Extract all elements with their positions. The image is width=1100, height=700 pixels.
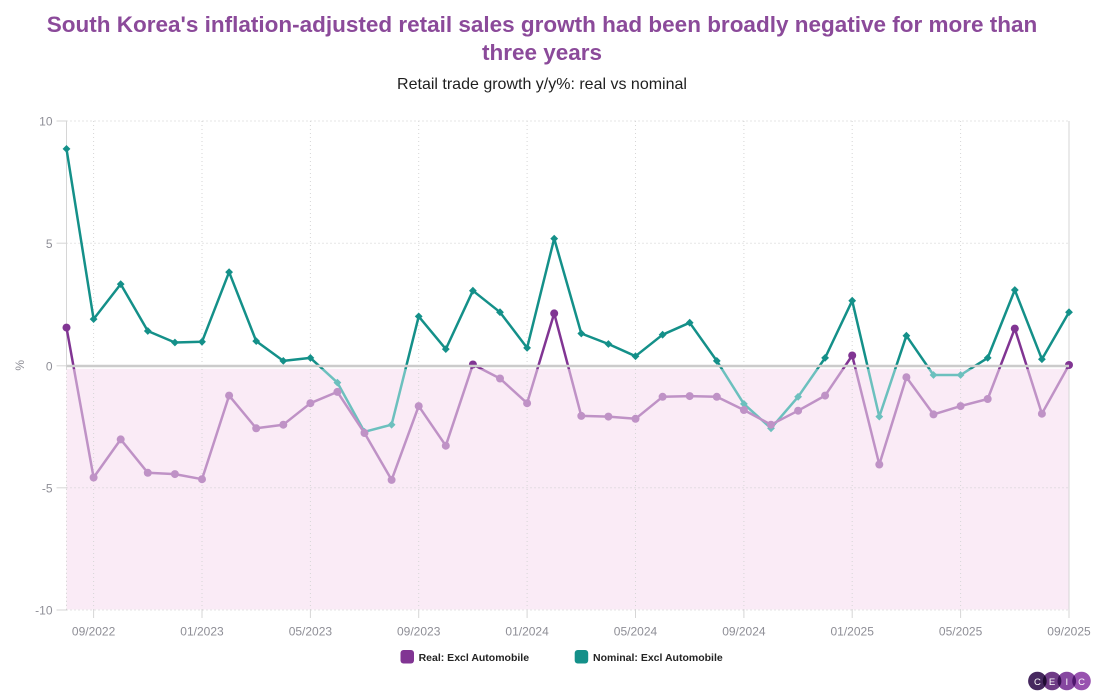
svg-text:09/2024: 09/2024	[722, 625, 766, 639]
svg-text:Nominal: Excl Automobile: Nominal: Excl Automobile	[593, 652, 723, 664]
svg-text:01/2024: 01/2024	[505, 625, 549, 639]
svg-text:01/2023: 01/2023	[180, 625, 224, 639]
svg-text:09/2022: 09/2022	[72, 625, 116, 639]
svg-text:C: C	[1034, 677, 1041, 688]
svg-text:01/2025: 01/2025	[831, 625, 875, 639]
svg-text:5: 5	[46, 237, 53, 251]
svg-text:E: E	[1049, 677, 1055, 688]
svg-text:-5: -5	[42, 481, 53, 495]
svg-text:C: C	[1078, 677, 1085, 688]
svg-text:05/2024: 05/2024	[614, 625, 658, 639]
svg-text:05/2025: 05/2025	[939, 625, 983, 639]
svg-text:Real: Excl Automobile: Real: Excl Automobile	[419, 652, 530, 664]
svg-text:05/2023: 05/2023	[289, 625, 333, 639]
svg-text:I: I	[1065, 677, 1068, 688]
svg-text:10: 10	[39, 115, 53, 129]
svg-text:09/2023: 09/2023	[397, 625, 441, 639]
svg-text:09/2025: 09/2025	[1047, 625, 1091, 639]
svg-text:-10: -10	[35, 604, 53, 618]
svg-text:%: %	[13, 360, 27, 371]
svg-text:0: 0	[46, 359, 53, 373]
